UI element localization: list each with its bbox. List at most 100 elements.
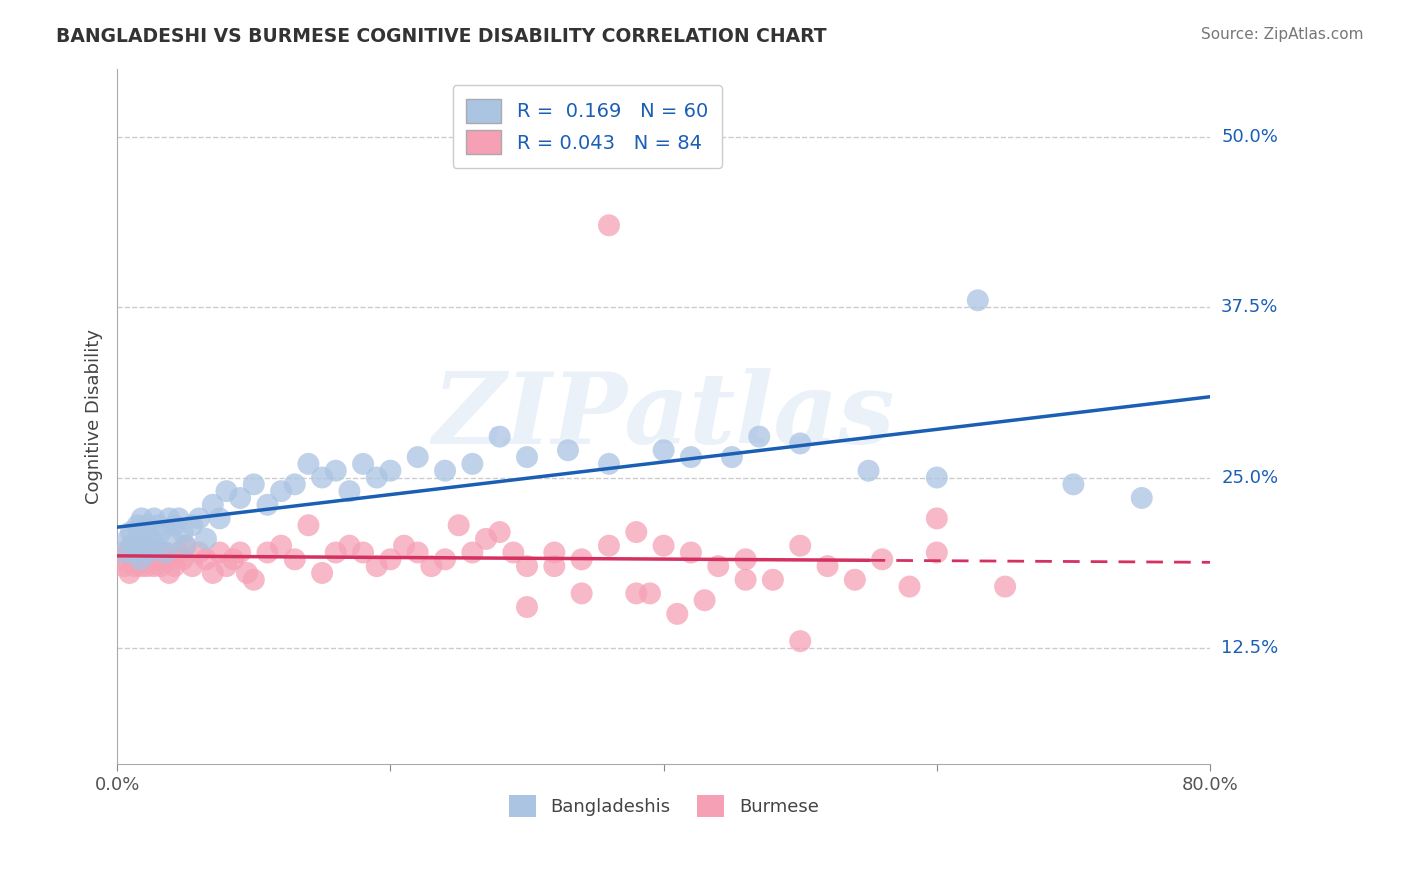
Point [366,559,388,574]
Point [115,545,138,559]
Point [112,545,135,559]
Y-axis label: Cognitive Disability: Cognitive Disability [86,328,103,504]
Point [229,491,252,505]
Point [270,539,292,553]
Point [762,573,785,587]
Point [994,580,1017,594]
Point [134,524,156,539]
Point [734,552,756,566]
Point [131,511,153,525]
Point [160,532,183,546]
Point [380,552,402,566]
Point [626,524,648,539]
Point [844,573,866,587]
Point [134,552,156,566]
Point [110,552,132,566]
Point [626,586,648,600]
Point [229,545,252,559]
Point [141,532,163,546]
Point [925,470,948,484]
Point [201,498,224,512]
Point [129,552,152,566]
Point [163,559,186,574]
Point [163,518,186,533]
Text: 50.0%: 50.0% [1222,128,1278,145]
Point [420,559,443,574]
Point [475,532,498,546]
Point [925,511,948,525]
Point [406,450,429,464]
Point [817,559,839,574]
Point [284,477,307,491]
Point [707,559,730,574]
Point [135,539,157,553]
Point [721,450,744,464]
Text: BANGLADESHI VS BURMESE COGNITIVE DISABILITY CORRELATION CHART: BANGLADESHI VS BURMESE COGNITIVE DISABIL… [56,27,827,45]
Point [128,532,150,546]
Text: ZIPatlas: ZIPatlas [433,368,894,465]
Point [679,545,702,559]
Point [516,559,538,574]
Point [153,545,176,559]
Point [502,545,524,559]
Point [143,559,166,574]
Text: Source: ZipAtlas.com: Source: ZipAtlas.com [1201,27,1364,42]
Point [195,532,218,546]
Point [270,484,292,499]
Point [748,429,770,443]
Point [131,559,153,574]
Point [366,470,388,484]
Point [195,552,218,566]
Point [129,539,152,553]
Point [157,566,180,580]
Point [143,511,166,525]
Point [127,518,149,533]
Point [652,539,675,553]
Point [122,539,145,553]
Point [122,545,145,559]
Point [174,539,197,553]
Point [598,539,620,553]
Point [598,219,620,233]
Point [789,539,811,553]
Point [181,559,204,574]
Point [256,498,278,512]
Point [117,532,139,546]
Point [789,436,811,450]
Point [138,545,160,559]
Point [638,586,661,600]
Point [966,293,988,308]
Point [1130,491,1153,505]
Point [167,545,190,559]
Point [898,580,921,594]
Point [145,545,167,559]
Point [215,484,238,499]
Point [679,450,702,464]
Point [112,559,135,574]
Text: 25.0%: 25.0% [1222,468,1278,486]
Point [201,566,224,580]
Point [138,545,160,559]
Point [325,464,347,478]
Point [172,524,194,539]
Point [160,552,183,566]
Point [208,545,231,559]
Point [188,511,211,525]
Point [222,552,245,566]
Point [153,545,176,559]
Point [870,552,893,566]
Point [516,450,538,464]
Point [146,518,169,533]
Point [208,511,231,525]
Point [145,539,167,553]
Point [392,539,415,553]
Point [598,457,620,471]
Point [925,545,948,559]
Point [149,524,172,539]
Point [380,464,402,478]
Point [243,477,266,491]
Point [434,464,457,478]
Point [127,552,149,566]
Point [557,443,579,458]
Point [571,586,593,600]
